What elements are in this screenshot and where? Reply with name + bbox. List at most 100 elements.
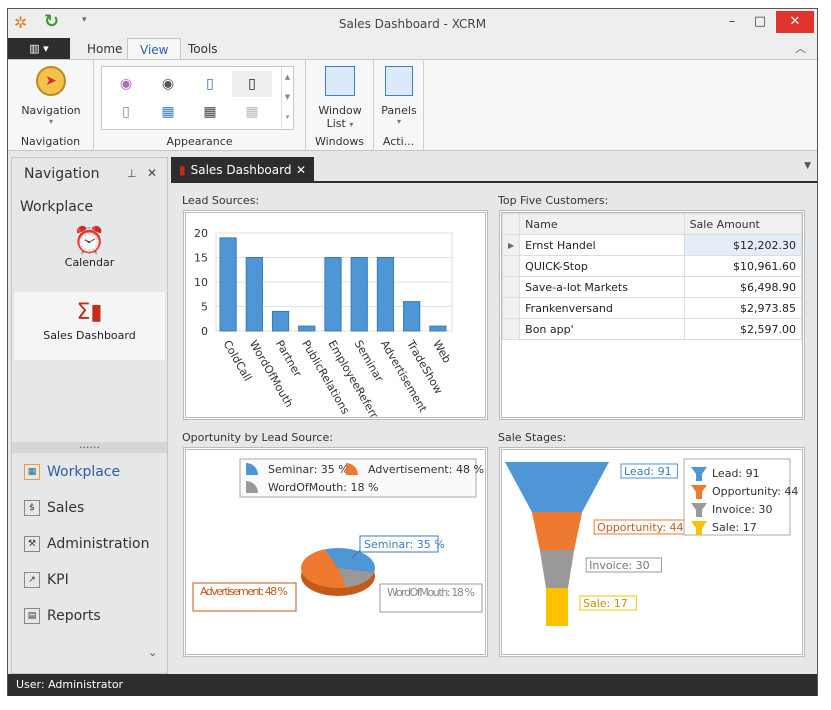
module-label: Reports bbox=[47, 608, 101, 624]
close-tab-icon[interactable]: ✕ bbox=[295, 162, 306, 177]
nav-section-title: Workplace bbox=[20, 199, 94, 215]
bar-chart: 05101520ColdCallWordOfMouthPartnerPublic… bbox=[194, 227, 454, 429]
window-title: Sales Dashboard - XCRM bbox=[338, 16, 487, 31]
cell-sale-amount[interactable]: $2,597.00 bbox=[683, 318, 803, 340]
module-sales[interactable]: $ Sales bbox=[24, 494, 84, 522]
row-indicator: ▶ bbox=[501, 234, 521, 256]
cell-sale-amount[interactable]: $10,961.60 bbox=[683, 255, 803, 277]
nav-item-calendar[interactable]: ⏰ Calendar bbox=[14, 226, 165, 292]
table-row[interactable]: ▶ Ernst Handel $12,202.30 bbox=[501, 234, 803, 256]
status-user: User: Administrator bbox=[16, 678, 124, 691]
tab-view[interactable]: View bbox=[127, 38, 182, 60]
legend-label: Invoice: 30 bbox=[712, 503, 773, 516]
module-workplace[interactable]: ▦ Workplace bbox=[24, 458, 120, 486]
bar bbox=[403, 301, 421, 332]
cell-name[interactable]: Bon app' bbox=[519, 318, 685, 340]
tab-home[interactable]: Home bbox=[87, 42, 123, 56]
legend bbox=[239, 458, 477, 498]
skin-gallery[interactable]: ◉ ◉ ▯ ▯ ▯ ▦ ▦ ▦ ▲ ▼ ▾ bbox=[101, 66, 294, 130]
panels-icon bbox=[385, 66, 413, 96]
legend-swatch bbox=[691, 521, 707, 535]
pie-chart: Seminar: 35 % Advertisement: 48 % WordOfMo… bbox=[192, 458, 484, 613]
file-menu-button[interactable]: ▥ ▾ bbox=[8, 38, 70, 59]
bar bbox=[245, 257, 263, 332]
close-button[interactable]: ✕ bbox=[776, 11, 814, 33]
funnel-chart: Lead: 91 Opportunity: 44 Invoice: 30 Sale: … bbox=[505, 458, 798, 626]
splitter-grip[interactable]: ...... bbox=[12, 439, 167, 453]
module-kpi[interactable]: ↗ KPI bbox=[24, 566, 69, 594]
table-row[interactable]: QUICK-Stop $10,961.60 bbox=[501, 255, 803, 277]
tab-tools[interactable]: Tools bbox=[188, 42, 218, 56]
office-skin-icon[interactable]: ▯ bbox=[206, 76, 214, 92]
tab-sales-dashboard[interactable]: ▮ Sales Dashboard ✕ bbox=[171, 157, 314, 182]
sales-icon: $ bbox=[24, 500, 40, 516]
table-row[interactable]: Save-a-lot Markets $6,498.90 bbox=[501, 276, 803, 298]
module-label: Sales bbox=[47, 500, 85, 516]
navigation-button[interactable]: ➤ Navigation ▾ bbox=[18, 64, 84, 126]
office-skin-icon[interactable]: ▯ bbox=[122, 104, 130, 120]
group-label: Acti... bbox=[382, 135, 415, 148]
column-header-name[interactable]: Name bbox=[519, 213, 685, 235]
panels-label: Panels bbox=[381, 104, 417, 117]
quick-access-dropdown-icon[interactable]: ▾ bbox=[82, 15, 87, 25]
group-navigation: ➤ Navigation ▾ Navigation bbox=[8, 60, 94, 150]
cell-name[interactable]: Frankenversand bbox=[519, 297, 685, 319]
grid-header: Name Sale Amount bbox=[501, 213, 803, 235]
opportunity-pie-chart: Seminar: 35 % Advertisement: 48 % WordOfMo… bbox=[183, 447, 488, 657]
cell-name[interactable]: Ernst Handel bbox=[519, 234, 685, 256]
legend-swatch bbox=[246, 463, 258, 475]
panel-title-lead-sources: Lead Sources: bbox=[182, 194, 260, 207]
table-row[interactable]: Frankenversand $2,973.85 bbox=[501, 297, 803, 319]
legend-label: Advertisement: 48 % bbox=[368, 463, 484, 476]
module-reports[interactable]: ▤ Reports bbox=[24, 602, 101, 630]
cell-sale-amount[interactable]: $6,498.90 bbox=[683, 276, 803, 298]
close-panel-icon[interactable]: ✕ bbox=[147, 166, 158, 180]
bar bbox=[298, 325, 316, 332]
window-list-icon bbox=[325, 66, 355, 96]
nav-title: Navigation bbox=[24, 166, 100, 182]
metro-skin-icon[interactable]: ▦ bbox=[161, 104, 175, 120]
compass-icon: ➤ bbox=[36, 66, 66, 96]
legend-label: Sale: 17 bbox=[712, 521, 757, 534]
office-skin-icon[interactable]: ▯ bbox=[232, 71, 272, 97]
metro-skin-icon[interactable]: ▦ bbox=[203, 104, 217, 120]
refresh-icon[interactable]: ↻ bbox=[44, 11, 60, 32]
y-tick-label: 15 bbox=[194, 252, 208, 265]
funnel-segment bbox=[539, 550, 575, 588]
column-header-sale-amount[interactable]: Sale Amount bbox=[683, 213, 803, 235]
table-row[interactable]: Bon app' $2,597.00 bbox=[501, 318, 803, 340]
skin-icon[interactable]: ◉ bbox=[161, 76, 175, 92]
cell-name[interactable]: QUICK-Stop bbox=[519, 255, 685, 277]
leader-line bbox=[351, 549, 361, 559]
collapse-ribbon-icon[interactable]: ︿ bbox=[795, 42, 806, 55]
panels-button[interactable]: Panels ▾ bbox=[377, 64, 421, 126]
group-label: Appearance bbox=[166, 135, 233, 148]
y-tick-label: 10 bbox=[194, 276, 208, 289]
tools-icon: ⚒ bbox=[24, 536, 40, 552]
sales-chart-icon: Σ▮ bbox=[76, 300, 103, 325]
gallery-scrollbar[interactable]: ▲ ▼ ▾ bbox=[281, 67, 293, 129]
sales-chart-icon: ▮ bbox=[179, 162, 186, 177]
pin-icon[interactable]: ⊥ bbox=[127, 167, 137, 180]
legend-swatch bbox=[691, 485, 707, 499]
module-label: Administration bbox=[47, 536, 150, 552]
window-label: Window bbox=[318, 104, 362, 117]
doc-tab-label: Sales Dashboard bbox=[190, 162, 292, 177]
cell-name[interactable]: Save-a-lot Markets bbox=[519, 276, 685, 298]
label-box bbox=[379, 583, 483, 613]
y-tick-label: 0 bbox=[201, 325, 208, 338]
skin-icon[interactable]: ◉ bbox=[119, 76, 133, 92]
maximize-button[interactable]: □ bbox=[753, 14, 767, 29]
cell-sale-amount[interactable]: $12,202.30 bbox=[683, 234, 803, 256]
legend-label: Lead: 91 bbox=[712, 467, 760, 480]
metro-skin-icon[interactable]: ▦ bbox=[245, 104, 259, 120]
cell-sale-amount[interactable]: $2,973.85 bbox=[683, 297, 803, 319]
nav-item-sales-dashboard[interactable]: Σ▮ Sales Dashboard bbox=[14, 292, 165, 360]
tabs-dropdown-icon[interactable]: ▼ bbox=[804, 161, 811, 171]
legend-label: WordOfMouth: 18 % bbox=[268, 481, 378, 494]
minimize-button[interactable]: – bbox=[728, 14, 736, 29]
window-list-button[interactable]: Window List ▾ bbox=[310, 64, 370, 130]
title-bar: ✲ ↻ ▾ Sales Dashboard - XCRM – □ ✕ bbox=[8, 9, 817, 38]
chevron-down-icon[interactable]: ⌄ bbox=[148, 646, 158, 659]
module-administration[interactable]: ⚒ Administration bbox=[24, 530, 149, 558]
